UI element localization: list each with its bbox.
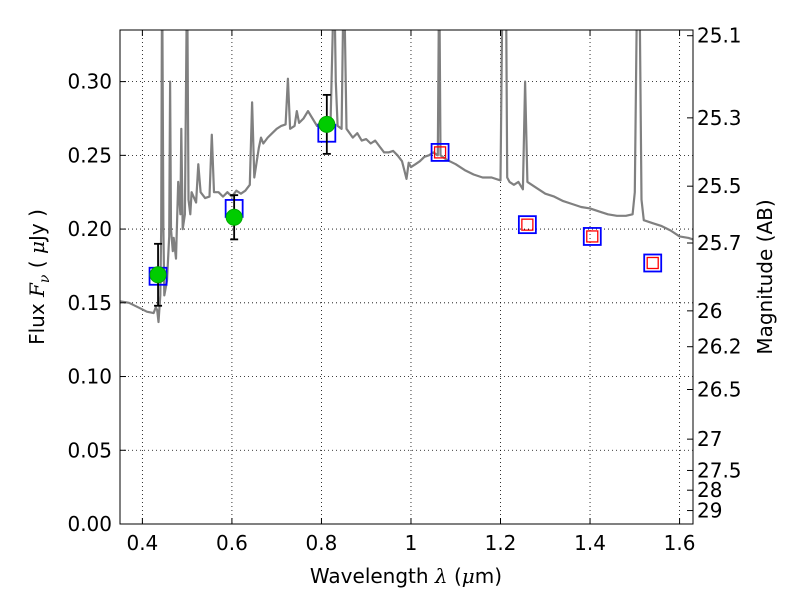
plot-frame (119, 29, 694, 525)
model-flux-square (582, 227, 602, 246)
y2-tick-label: 27 (697, 427, 722, 451)
y2-tick-label: 25.1 (697, 24, 742, 48)
y2-tick-label: 26.5 (697, 378, 742, 402)
observed-flux-point (149, 266, 167, 284)
y-tick-label: 0.05 (67, 438, 112, 462)
y-axis-title: Flux Fν ( μJy ) (25, 209, 53, 345)
y2-tick-label: 28 (697, 478, 722, 502)
x-tick-label: 0.4 (126, 531, 158, 555)
y-tick-label: 0.15 (67, 291, 112, 315)
x-tick-label: 0.8 (306, 531, 338, 555)
x-tick-label: 1.6 (664, 531, 696, 555)
model-flux-square (643, 253, 663, 273)
spectrum-line (120, 30, 693, 324)
x-tick-label: 0.6 (216, 531, 248, 555)
x-tick-label: 1.4 (574, 531, 606, 555)
model-flux-square-red (586, 230, 599, 243)
y-tick-label: 0.20 (67, 217, 112, 241)
y2-tick-label: 25.5 (697, 174, 742, 198)
y2-tick-label: 26 (697, 299, 722, 323)
x-axis-title: Wavelength λ (μm) (310, 564, 502, 588)
y2-tick-label: 26.2 (697, 335, 742, 359)
y-tick-label: 0.00 (67, 512, 112, 536)
y2-axis-title: Magnitude (AB) (753, 199, 777, 354)
grid (120, 30, 693, 525)
y-tick-label: 0.10 (67, 365, 112, 389)
model-flux-square-red (646, 256, 659, 270)
x-tick-label: 1 (405, 531, 418, 555)
y-tick-label: 0.30 (67, 70, 112, 94)
x-axis: 0.4 0.6 0.8 1 1.2 1.4 1.6 (126, 30, 695, 555)
y2-tick-label: 25.3 (697, 106, 742, 130)
y2-tick-label: 25.7 (697, 231, 742, 255)
model-flux-square-red (521, 218, 534, 231)
model-flux-square (430, 142, 450, 162)
model-flux-square (517, 215, 537, 235)
model-flux-square-red (433, 146, 447, 159)
y2-tick-label: 27.5 (697, 458, 742, 482)
x-tick-label: 1.2 (485, 531, 517, 555)
plot-series (120, 30, 693, 324)
observed-flux-point (318, 115, 336, 133)
y-axis: 0.00 0.05 0.10 0.15 0.20 0.25 0.30 (67, 70, 126, 536)
y-tick-label: 0.25 (67, 143, 112, 167)
markers (148, 93, 663, 307)
y2-tick-label: 29 (697, 499, 722, 523)
observed-flux-point (225, 208, 243, 226)
